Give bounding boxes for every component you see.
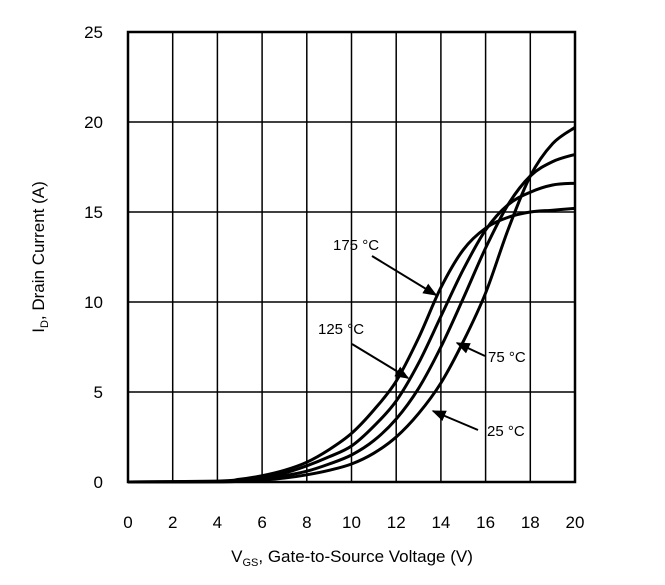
x-tick-label: 2 [168,513,177,532]
grid [127,31,576,483]
curves [127,126,576,484]
x-tick-label: 8 [302,513,311,532]
y-tick-label: 5 [94,383,103,402]
annotation-label: 25 °C [487,423,525,440]
annotation-label: 75 °C [488,349,526,366]
annotation-label: 125 °C [318,321,364,338]
x-tick-label: 0 [123,513,132,532]
x-tick-label: 14 [431,513,450,532]
x-tick-labels: 0 2 4 6 8 10 12 14 16 18 20 [123,513,584,532]
x-tick-label: 4 [213,513,222,532]
x-axis-label: VGS, Gate-to-Source Voltage (V) [231,547,473,569]
x-tick-label: 6 [257,513,266,532]
x-tick-label: 10 [342,513,361,532]
x-tick-label: 12 [387,513,406,532]
y-tick-labels: 0 5 10 15 20 25 [84,23,103,492]
annotation-arrow [371,255,438,296]
annotation-arrow [351,343,410,379]
y-tick-label: 20 [84,113,103,132]
annotation-label: 175 °C [333,237,379,254]
x-tick-label: 16 [476,513,495,532]
annotation-arrow [431,410,479,431]
y-tick-label: 25 [84,23,103,42]
x-tick-label: 18 [521,513,540,532]
y-tick-label: 15 [84,203,103,222]
plot-frame [126,30,577,484]
y-tick-label: 10 [84,293,103,312]
y-axis-label: ID, Drain Current (A) [29,181,51,333]
series-line-25c [127,126,576,484]
annotations: 175 °C 125 °C 75 °C 25 °C [318,237,526,440]
series-line-175c [127,206,576,484]
y-tick-label: 0 [94,473,103,492]
x-tick-label: 20 [566,513,585,532]
annotation-arrow [455,342,486,357]
